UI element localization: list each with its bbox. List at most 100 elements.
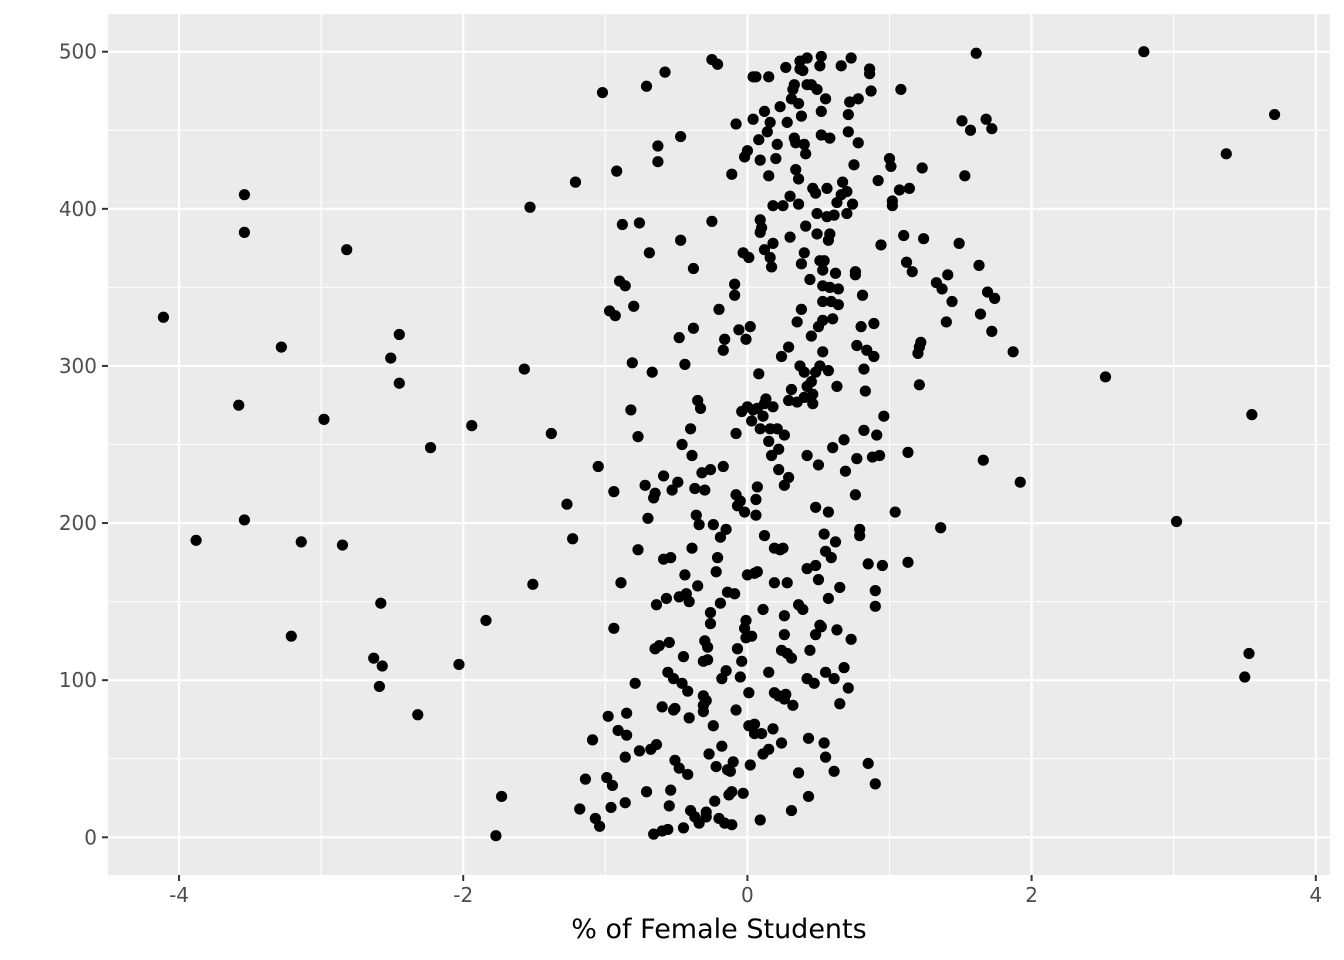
- data-point: [785, 383, 798, 396]
- data-point: [157, 311, 170, 323]
- data-point: [747, 113, 759, 125]
- data-point: [727, 756, 739, 768]
- data-point: [761, 126, 773, 138]
- data-point: [730, 118, 742, 130]
- data-point: [800, 148, 812, 160]
- data-point: [946, 295, 958, 308]
- x-tick-label: 0: [741, 883, 754, 907]
- data-point: [935, 522, 947, 534]
- data-point: [805, 330, 817, 342]
- data-point: [835, 60, 847, 72]
- data-point: [916, 162, 928, 174]
- data-point: [561, 498, 573, 510]
- data-point: [683, 712, 695, 724]
- data-point: [676, 438, 688, 451]
- data-point: [720, 523, 732, 535]
- data-point: [703, 748, 715, 760]
- data-point: [798, 391, 810, 403]
- data-point: [676, 677, 688, 689]
- data-point: [633, 745, 646, 757]
- data-point: [842, 108, 854, 121]
- data-point: [812, 574, 825, 586]
- data-point: [819, 666, 832, 678]
- data-point: [906, 266, 918, 278]
- data-point: [787, 699, 799, 711]
- data-point: [726, 168, 738, 180]
- data-point: [802, 732, 815, 744]
- data-point: [696, 467, 708, 479]
- data-point: [734, 671, 746, 683]
- data-point: [682, 685, 694, 697]
- data-point: [797, 603, 809, 616]
- data-point: [687, 322, 700, 334]
- data-point: [733, 324, 745, 336]
- data-point: [702, 641, 714, 653]
- data-point: [827, 313, 839, 325]
- data-point: [797, 64, 809, 77]
- data-point: [730, 427, 742, 440]
- data-point: [808, 677, 820, 689]
- data-point: [810, 187, 822, 199]
- data-point: [775, 737, 788, 749]
- data-point: [818, 737, 830, 749]
- data-point: [632, 544, 644, 556]
- data-point: [778, 629, 790, 641]
- data-point: [953, 237, 965, 249]
- data-point: [238, 226, 251, 238]
- data-point: [783, 341, 795, 353]
- data-point: [858, 363, 870, 375]
- data-point: [763, 71, 775, 83]
- data-point: [1007, 346, 1019, 358]
- data-point: [632, 431, 644, 443]
- data-point: [902, 556, 914, 568]
- data-point: [841, 185, 853, 198]
- data-point: [608, 486, 620, 498]
- data-point: [858, 424, 870, 436]
- data-point: [743, 251, 755, 264]
- data-point: [650, 599, 663, 611]
- data-point: [716, 740, 728, 752]
- data-point: [785, 804, 798, 817]
- data-point: [856, 289, 869, 301]
- data-point: [829, 267, 842, 279]
- data-point: [652, 140, 664, 152]
- data-point: [973, 259, 985, 271]
- data-point: [625, 404, 637, 416]
- data-point: [780, 688, 792, 700]
- data-point: [592, 460, 604, 473]
- data-point: [757, 410, 769, 422]
- data-point: [902, 446, 914, 458]
- data-point: [569, 176, 582, 188]
- data-point: [693, 519, 705, 531]
- y-tick-label: 0: [84, 825, 97, 849]
- data-point: [295, 536, 307, 548]
- data-point: [795, 110, 808, 122]
- data-point: [815, 129, 827, 141]
- data-point: [817, 314, 829, 326]
- data-point: [819, 751, 832, 763]
- data-point: [686, 542, 698, 554]
- y-tick-label: 300: [59, 354, 97, 378]
- data-point: [812, 459, 825, 471]
- data-point: [707, 720, 719, 732]
- x-tick-label: -4: [169, 883, 189, 907]
- data-point: [839, 465, 852, 477]
- data-point: [677, 651, 690, 663]
- data-point: [822, 365, 835, 377]
- data-point: [869, 778, 881, 790]
- data-point: [989, 292, 1001, 304]
- data-point: [677, 822, 690, 834]
- data-point: [784, 190, 796, 202]
- data-point: [527, 578, 539, 590]
- data-point: [871, 429, 883, 441]
- data-point: [770, 152, 782, 165]
- data-point: [662, 823, 674, 836]
- data-point: [748, 718, 761, 730]
- data-point: [942, 269, 954, 281]
- data-point: [744, 321, 756, 333]
- data-point: [626, 357, 638, 369]
- data-point: [756, 222, 768, 234]
- data-point: [900, 256, 913, 268]
- data-point: [851, 339, 863, 352]
- data-point: [633, 217, 646, 229]
